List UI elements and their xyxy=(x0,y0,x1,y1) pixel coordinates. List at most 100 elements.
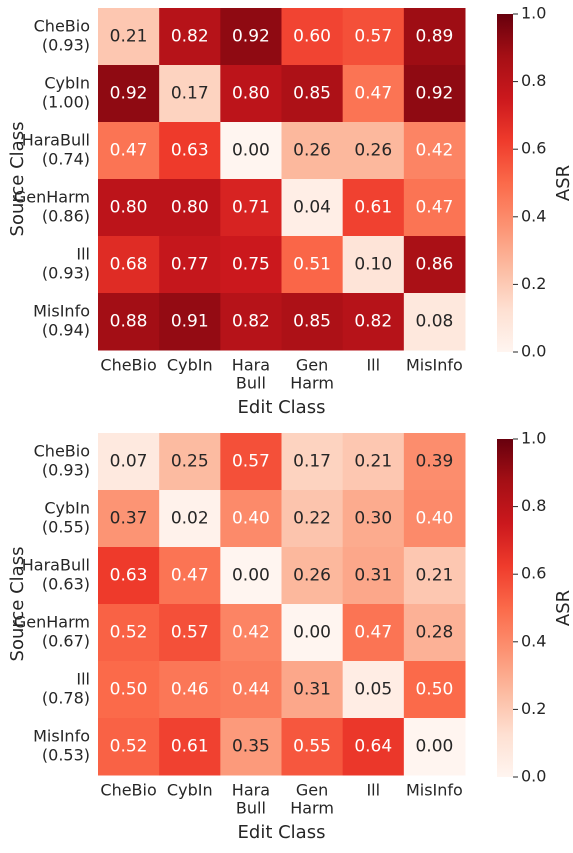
heatmap-cell xyxy=(403,8,466,66)
heatmap-cell xyxy=(159,718,221,776)
heatmap-cell xyxy=(281,8,344,66)
heatmap-cell xyxy=(220,604,282,662)
cell-label: 0.00 xyxy=(293,623,331,643)
heatmap-cell xyxy=(342,433,405,491)
y-tick-label: MisInfo xyxy=(33,727,90,746)
cell-label: 0.07 xyxy=(110,452,148,472)
y-tick-label: (0.94) xyxy=(42,321,90,340)
cell-label: 0.42 xyxy=(232,623,270,643)
heatmap-cell xyxy=(281,179,344,237)
heatmap-cell xyxy=(281,547,344,605)
heatmap-cell xyxy=(159,293,221,351)
cell-label: 0.80 xyxy=(171,198,209,218)
cell-label: 0.00 xyxy=(415,737,453,757)
heatmap-cell xyxy=(281,65,344,123)
heatmap-cell xyxy=(281,604,344,662)
heatmap-cell xyxy=(403,236,466,294)
cell-label: 0.26 xyxy=(293,141,331,161)
cell-label: 0.21 xyxy=(110,27,148,47)
y-tick-label: Ill xyxy=(76,670,90,689)
heatmap-cell xyxy=(403,490,466,548)
x-tick-label: Bull xyxy=(236,799,266,818)
heatmap-cell xyxy=(342,293,405,351)
heatmap-cell xyxy=(159,65,221,123)
cell-label: 0.57 xyxy=(171,623,209,643)
colorbar-title: ASR xyxy=(553,590,573,626)
heatmap-cell xyxy=(403,661,466,719)
y-tick-label: CybIn xyxy=(44,499,90,518)
cell-label: 0.39 xyxy=(415,452,453,472)
cell-label: 0.47 xyxy=(354,84,392,104)
cell-label: 0.17 xyxy=(171,84,209,104)
cell-label: 0.30 xyxy=(354,509,392,529)
y-axis-title: Source Class xyxy=(7,547,28,662)
cell-label: 0.47 xyxy=(415,198,453,218)
x-axis-title: Edit Class xyxy=(238,397,326,418)
colorbar xyxy=(497,14,513,352)
colorbar xyxy=(497,439,513,777)
x-tick-label: Harm xyxy=(290,799,334,818)
heatmap-cell xyxy=(98,718,160,776)
heatmap-cell xyxy=(281,236,344,294)
heatmap-cell xyxy=(220,8,282,66)
cell-label: 0.44 xyxy=(232,680,270,700)
y-tick-label: (0.93) xyxy=(42,264,90,283)
colorbar-tick-label: 0.2 xyxy=(521,699,546,718)
heatmap-cell xyxy=(342,547,405,605)
y-tick-label: (1.00) xyxy=(42,93,90,112)
heatmap-cell xyxy=(159,236,221,294)
cell-label: 0.00 xyxy=(232,141,270,161)
heatmap-cell xyxy=(342,65,405,123)
cell-label: 0.40 xyxy=(415,509,453,529)
x-tick-label: Ill xyxy=(366,356,380,375)
cell-label: 0.92 xyxy=(415,84,453,104)
cell-label: 0.42 xyxy=(415,141,453,161)
cell-label: 0.40 xyxy=(232,509,270,529)
colorbar-tick-label: 0.8 xyxy=(521,496,546,515)
colorbar-title: ASR xyxy=(553,165,573,201)
cell-label: 0.92 xyxy=(232,27,270,47)
y-tick-label: CybIn xyxy=(44,74,90,93)
heatmap-cell xyxy=(342,490,405,548)
colorbar-tick-label: 1.0 xyxy=(521,429,546,448)
cell-label: 0.57 xyxy=(354,27,392,47)
heatmap-cell xyxy=(98,490,160,548)
cell-label: 0.80 xyxy=(110,198,148,218)
heatmap-cell xyxy=(220,122,282,180)
colorbar-tick-label: 0.8 xyxy=(521,71,546,90)
cell-label: 0.55 xyxy=(293,737,331,757)
x-tick-label: Hara xyxy=(232,356,270,375)
heatmap-cell xyxy=(98,65,160,123)
cell-label: 0.17 xyxy=(293,452,331,472)
cell-label: 0.82 xyxy=(232,312,270,332)
x-tick-label: MisInfo xyxy=(406,356,463,375)
heatmap-cell xyxy=(342,718,405,776)
cell-label: 0.63 xyxy=(171,141,209,161)
heatmap-cell xyxy=(220,661,282,719)
heatmap-cell xyxy=(220,179,282,237)
heatmap-cell xyxy=(98,122,160,180)
heatmap-cell xyxy=(342,236,405,294)
y-tick-label: (0.86) xyxy=(42,207,90,226)
cell-label: 0.35 xyxy=(232,737,270,757)
heatmap-cell xyxy=(159,604,221,662)
y-tick-label: (0.78) xyxy=(42,689,90,708)
colorbar-tick-label: 0.6 xyxy=(521,139,546,158)
heatmap-cell xyxy=(220,236,282,294)
cell-label: 0.28 xyxy=(415,623,453,643)
cell-label: 0.85 xyxy=(293,312,331,332)
y-tick-label: CheBio xyxy=(34,442,90,461)
heatmap-cell xyxy=(98,547,160,605)
x-tick-label: Harm xyxy=(290,374,334,393)
heatmap-cell xyxy=(403,122,466,180)
x-tick-label: MisInfo xyxy=(406,781,463,800)
heatmap-cell xyxy=(281,718,344,776)
cell-label: 0.50 xyxy=(110,680,148,700)
x-tick-label: CheBio xyxy=(100,781,156,800)
heatmap-cell xyxy=(403,604,466,662)
heatmap-cell xyxy=(159,122,221,180)
y-tick-label: (0.67) xyxy=(42,632,90,651)
heatmap-cell xyxy=(403,179,466,237)
cell-label: 0.26 xyxy=(354,141,392,161)
heatmap-cell xyxy=(281,490,344,548)
